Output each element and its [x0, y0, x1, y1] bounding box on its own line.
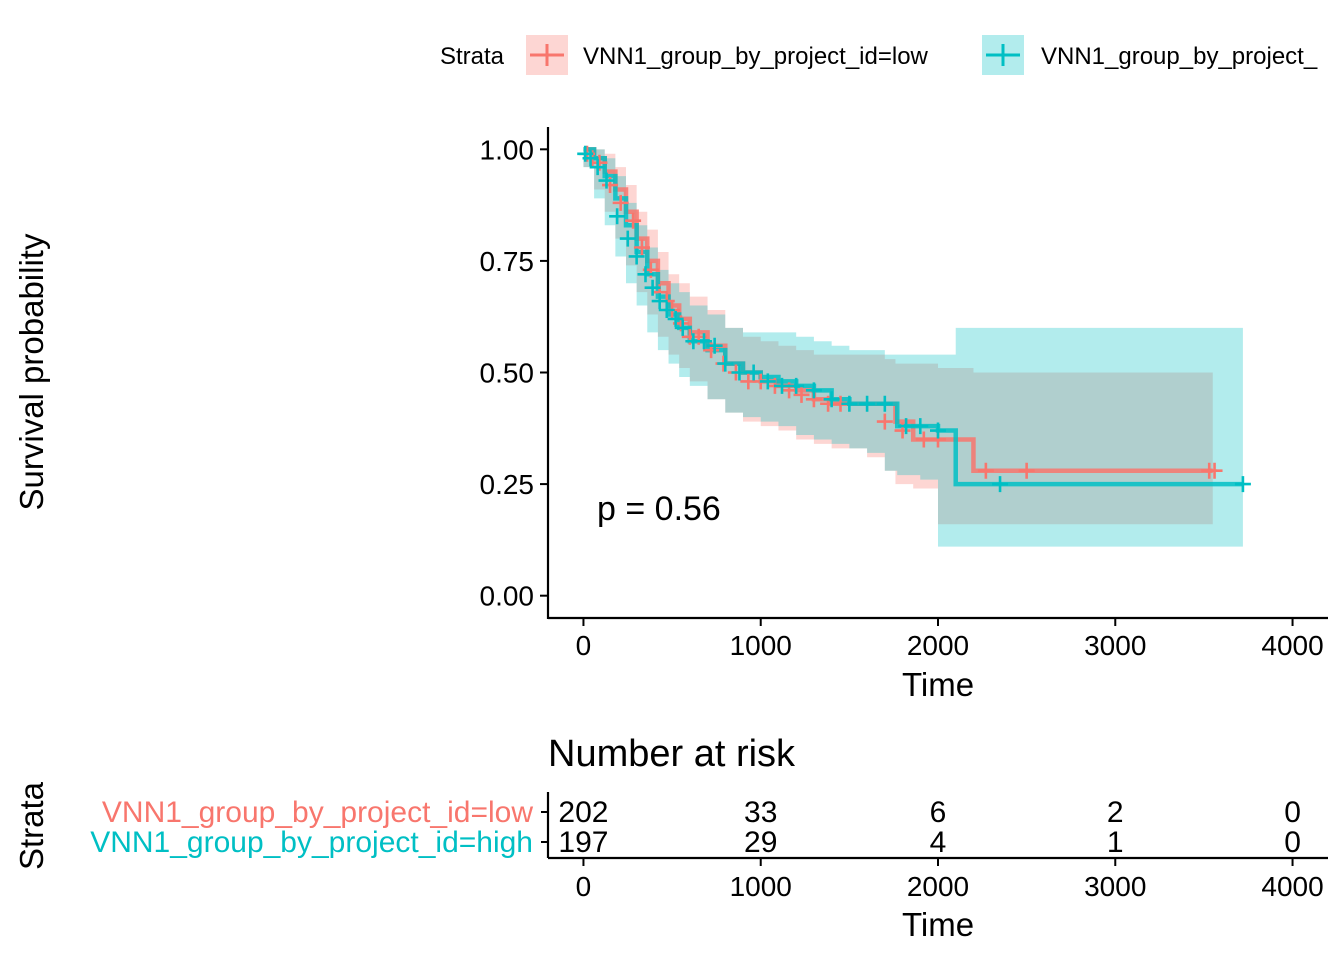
- risk-x-tick-label: 1000: [730, 871, 792, 902]
- risk-table-title: Number at risk: [548, 733, 796, 775]
- censor-mark-high: [589, 159, 606, 176]
- censor-mark-high: [912, 418, 929, 435]
- risk-table-row-labels: VNN1_group_by_project_id=lowVNN1_group_b…: [90, 796, 533, 859]
- confidence-band-low: [583, 149, 1213, 525]
- x-tick-label: 3000: [1084, 630, 1146, 661]
- x-tick-label: 1000: [730, 630, 792, 661]
- censor-mark-high: [788, 377, 805, 394]
- x-axis-ticks: 0 1000 2000 3000 4000: [576, 618, 1324, 661]
- censor-mark-low: [633, 239, 650, 256]
- risk-y-axis-title: Strata: [13, 781, 50, 870]
- risk-x-axis-ticks: 0 1000 2000 3000 4000: [576, 858, 1324, 902]
- y-tick-label: 0.25: [480, 469, 535, 500]
- censor-mark-high: [1234, 476, 1251, 493]
- risk-x-tick-label: 4000: [1261, 871, 1323, 902]
- censor-mark-high: [717, 355, 734, 372]
- censor-mark-low: [625, 212, 642, 229]
- censor-mark-high: [930, 422, 946, 439]
- censor-mark-high: [696, 333, 712, 350]
- censor-mark-high: [759, 373, 776, 390]
- risk-value-low: 6: [930, 796, 947, 829]
- censor-mark-high: [667, 310, 684, 327]
- survival-plot: 0.00 0.25 0.50 0.75 1.00 0 1000 2000 3000 4000 p…: [13, 127, 1328, 703]
- censor-mark-high: [898, 418, 915, 435]
- risk-value-low: 202: [558, 796, 608, 829]
- risk-x-tick-label: 3000: [1084, 871, 1146, 902]
- risk-value-low: 2: [1107, 796, 1124, 829]
- censor-mark-low: [1018, 462, 1035, 479]
- y-tick-label: 0.50: [480, 358, 535, 389]
- risk-table-values: 202 33 6 2 0 197 29 4 1 0: [558, 796, 1300, 859]
- y-tick-label: 0.75: [480, 246, 535, 277]
- censor-mark-high: [628, 248, 645, 265]
- x-tick-label: 0: [576, 630, 592, 661]
- censor-mark-high: [841, 395, 858, 412]
- x-tick-label: 2000: [907, 630, 969, 661]
- confidence-bands: [583, 149, 1243, 547]
- censor-mark-high: [582, 150, 599, 167]
- risk-value-low: 33: [744, 796, 777, 829]
- censor-mark-high: [609, 208, 626, 225]
- risk-x-axis-title: Time: [902, 906, 974, 943]
- y-tick-label: 0.00: [480, 581, 535, 612]
- censor-mark-low: [793, 386, 810, 403]
- x-axis-title: Time: [902, 666, 974, 703]
- censor-mark-high: [823, 391, 840, 408]
- censor-mark-high: [992, 476, 1009, 493]
- censor-mark-high: [651, 293, 668, 310]
- x-tick-label: 4000: [1261, 630, 1323, 661]
- censor-mark-low: [876, 413, 893, 430]
- censor-mark-low: [915, 431, 932, 448]
- censor-mark-low: [612, 194, 629, 211]
- y-tick-label: 1.00: [480, 134, 535, 165]
- risk-value-high: 1: [1107, 826, 1124, 859]
- censor-mark-high: [637, 266, 654, 283]
- risk-value-high: 29: [744, 826, 777, 859]
- censor-mark-high: [876, 395, 893, 412]
- censor-mark-high: [859, 395, 876, 412]
- censor-mark-high: [598, 172, 615, 189]
- censor-marks: [577, 145, 1251, 493]
- censor-mark-high: [619, 230, 636, 247]
- censor-mark-low: [1206, 462, 1223, 479]
- risk-x-tick-label: 2000: [907, 871, 969, 902]
- censor-mark-high: [674, 319, 691, 336]
- risk-row-label-high: VNN1_group_by_project_id=high: [90, 826, 533, 859]
- legend-label-high: VNN1_group_by_project_: [1041, 43, 1318, 70]
- legend-title: Strata: [440, 43, 505, 70]
- censor-mark-high: [774, 377, 790, 394]
- risk-row-label-low: VNN1_group_by_project_id=low: [102, 796, 533, 829]
- y-axis-title: Survival probability: [13, 233, 50, 510]
- legend-label-low: VNN1_group_by_project_id=low: [583, 43, 929, 70]
- risk-table: Number at risk VNN1_group_by_project_id=…: [13, 733, 1328, 943]
- confidence-band-high: [583, 149, 1243, 547]
- risk-value-high: 0: [1284, 826, 1301, 859]
- risk-value-high: 4: [930, 826, 947, 859]
- censor-mark-high: [731, 364, 748, 381]
- censor-mark-high: [745, 364, 762, 381]
- legend: Strata VNN1_group_by_project_id=low VNN1…: [440, 35, 1318, 75]
- risk-value-low: 0: [1284, 796, 1301, 829]
- survival-curve-high: [583, 147, 1243, 487]
- risk-value-high: 197: [558, 826, 608, 859]
- censor-mark-high: [805, 382, 822, 399]
- y-axis-ticks: 0.00 0.25 0.50 0.75 1.00: [480, 134, 548, 612]
- censor-mark-high: [706, 337, 723, 354]
- risk-x-tick-label: 0: [576, 871, 592, 902]
- survival-curves: [583, 147, 1243, 487]
- censor-mark-low: [977, 462, 994, 479]
- censor-mark-high: [658, 302, 675, 319]
- censor-mark-high: [644, 279, 661, 296]
- p-value-annotation: p = 0.56: [597, 490, 721, 528]
